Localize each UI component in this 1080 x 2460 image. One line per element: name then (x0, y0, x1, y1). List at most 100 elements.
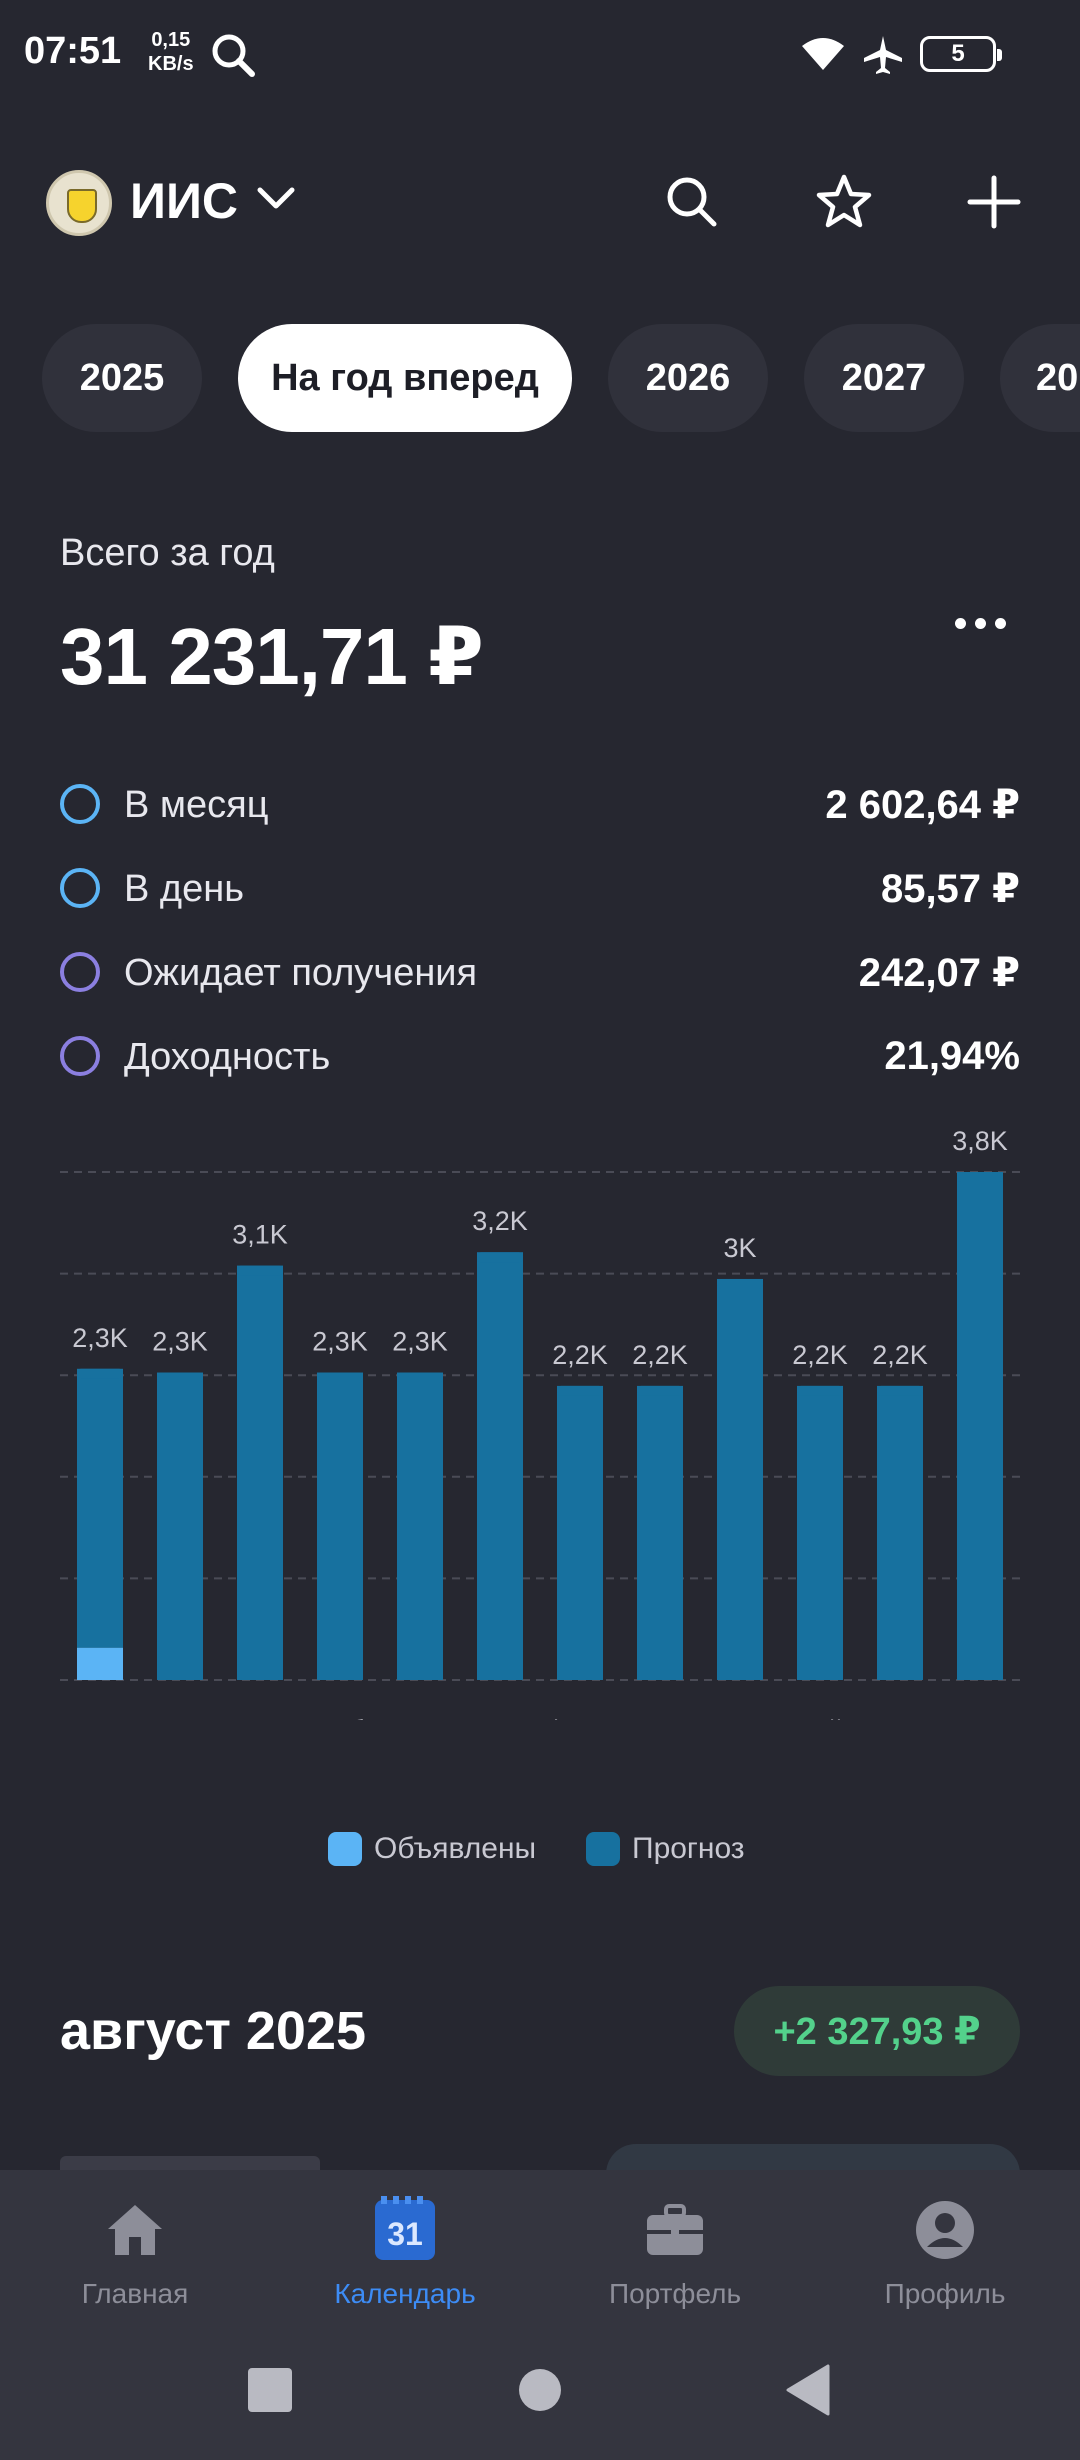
star-icon (816, 174, 872, 228)
x-tick-label: апр. (716, 1716, 764, 1720)
bar-cap (157, 1372, 203, 1383)
plus-icon (967, 175, 1021, 229)
stat-label: В месяц (124, 784, 269, 826)
x-tick-label: авг. (80, 1716, 120, 1720)
profile-icon (913, 2198, 977, 2262)
bar-forecast[interactable] (877, 1385, 923, 1680)
search-icon (667, 177, 717, 227)
stat-value: 242,07 ₽ (858, 951, 1020, 995)
bar-cap (317, 1372, 363, 1383)
nav-label: Портфель (608, 2278, 742, 2309)
stat-row-monthly: В месяц 2 602,64 ₽ (60, 776, 1020, 836)
home-button[interactable] (500, 2350, 580, 2430)
legend-item-forecast: Прогноз (586, 1832, 745, 1866)
chip-2027[interactable]: 2027 (804, 324, 964, 432)
back-triangle-icon (786, 2364, 830, 2416)
bar-forecast[interactable] (957, 1172, 1003, 1680)
x-tick-label: дек. (397, 1716, 443, 1720)
x-tick-label: июль (950, 1716, 1010, 1720)
payment-list-peek (0, 2140, 1080, 2170)
bar-forecast[interactable] (317, 1372, 363, 1680)
bar-forecast[interactable] (717, 1278, 763, 1680)
bar-forecast[interactable] (477, 1252, 523, 1680)
stat-row-daily: В день 85,57 ₽ (60, 860, 1020, 920)
total-value: 31 231,71 ₽ (60, 612, 484, 701)
bar-forecast[interactable] (237, 1265, 283, 1680)
dot-icon (954, 617, 966, 629)
bar-forecast[interactable] (797, 1385, 843, 1680)
bar-forecast[interactable] (157, 1372, 203, 1680)
network-speed-unit: KB/s (148, 53, 194, 75)
bar-forecast[interactable] (557, 1385, 603, 1680)
stat-value: 21,94% (884, 1034, 1020, 1078)
chip-year-ahead[interactable]: На год вперед (238, 324, 572, 432)
bar-cap (397, 1372, 443, 1383)
recent-apps-button[interactable] (230, 2350, 310, 2430)
calendar-icon: 31 (373, 2196, 437, 2262)
month-title: август 2025 (60, 2001, 367, 2061)
circle-icon (519, 2369, 561, 2411)
bar-data-label: 3K (723, 1233, 756, 1263)
bar-declared[interactable] (77, 1647, 123, 1680)
bar-data-label: 2,2K (632, 1340, 688, 1370)
nav-item-calendar[interactable]: 31 Календарь (270, 2196, 540, 2338)
bar-forecast[interactable] (637, 1385, 683, 1680)
nav-item-home[interactable]: Главная (0, 2198, 270, 2338)
bar-data-label: 2,2K (792, 1340, 848, 1370)
status-time: 07:51 (24, 30, 122, 72)
airplane-icon (862, 34, 904, 81)
briefcase-icon (643, 2198, 707, 2262)
x-tick-label: февр. (546, 1716, 615, 1720)
search-icon (210, 32, 256, 83)
circle-icon (60, 952, 100, 992)
square-icon (248, 2368, 292, 2412)
account-title[interactable]: ИИС (130, 173, 238, 229)
stat-label: Доходность (124, 1036, 331, 1078)
calendar-day: 31 (375, 2196, 435, 2260)
bar-data-label: 2,3K (392, 1327, 448, 1357)
home-icon (103, 2198, 167, 2262)
stat-label: В день (124, 868, 244, 910)
stat-value: 2 602,64 ₽ (825, 783, 1020, 827)
system-navigation-bar (0, 2350, 1080, 2430)
legend-swatch (328, 1832, 362, 1866)
chart-legend: Объявлены Прогноз (0, 1832, 1080, 1872)
year-filter-chips: 2025 На год вперед 2026 2027 20 (0, 324, 1080, 434)
bar-data-label: 2,3K (312, 1327, 368, 1357)
x-tick-label: март (632, 1716, 688, 1720)
chip-2025[interactable]: 2025 (42, 324, 202, 432)
wifi-icon (800, 36, 846, 77)
network-speed-value: 0,15 (151, 29, 191, 51)
dot-icon (974, 617, 986, 629)
nav-item-profile[interactable]: Профиль (810, 2198, 1080, 2338)
payment-date-placeholder (60, 2156, 320, 2170)
circle-icon (60, 784, 100, 824)
legend-swatch (586, 1832, 620, 1866)
stat-value: 85,57 ₽ (880, 867, 1020, 911)
bar-cap (797, 1385, 843, 1396)
nav-item-portfolio[interactable]: Портфель (540, 2198, 810, 2338)
more-options-button[interactable] (940, 598, 1020, 648)
chip-2028[interactable]: 20 (1000, 324, 1080, 432)
search-button[interactable] (660, 170, 724, 234)
bar-data-label: 2,2K (872, 1340, 928, 1370)
favorite-button[interactable] (812, 170, 876, 234)
add-button[interactable] (962, 170, 1026, 234)
chip-2026[interactable]: 2026 (608, 324, 768, 432)
bar-cap (477, 1252, 523, 1263)
back-button[interactable] (768, 2350, 848, 2430)
bar-cap (557, 1385, 603, 1396)
dot-icon (994, 617, 1006, 629)
bar-cap (237, 1265, 283, 1276)
stat-row-pending: Ожидает получения 242,07 ₽ (60, 944, 1020, 1004)
bar-forecast[interactable] (77, 1368, 123, 1648)
bar-forecast[interactable] (397, 1372, 443, 1680)
network-speed: 0,15 KB/s (148, 28, 194, 76)
x-tick-label: июнь (870, 1716, 930, 1720)
bar-data-label: 2,2K (552, 1340, 608, 1370)
payment-pill[interactable] (606, 2144, 1020, 2170)
nav-label: Главная (81, 2278, 189, 2309)
x-tick-label: окт. (240, 1716, 281, 1720)
chevron-down-icon[interactable] (256, 184, 296, 219)
bar-data-label: 3,1K (232, 1220, 288, 1250)
